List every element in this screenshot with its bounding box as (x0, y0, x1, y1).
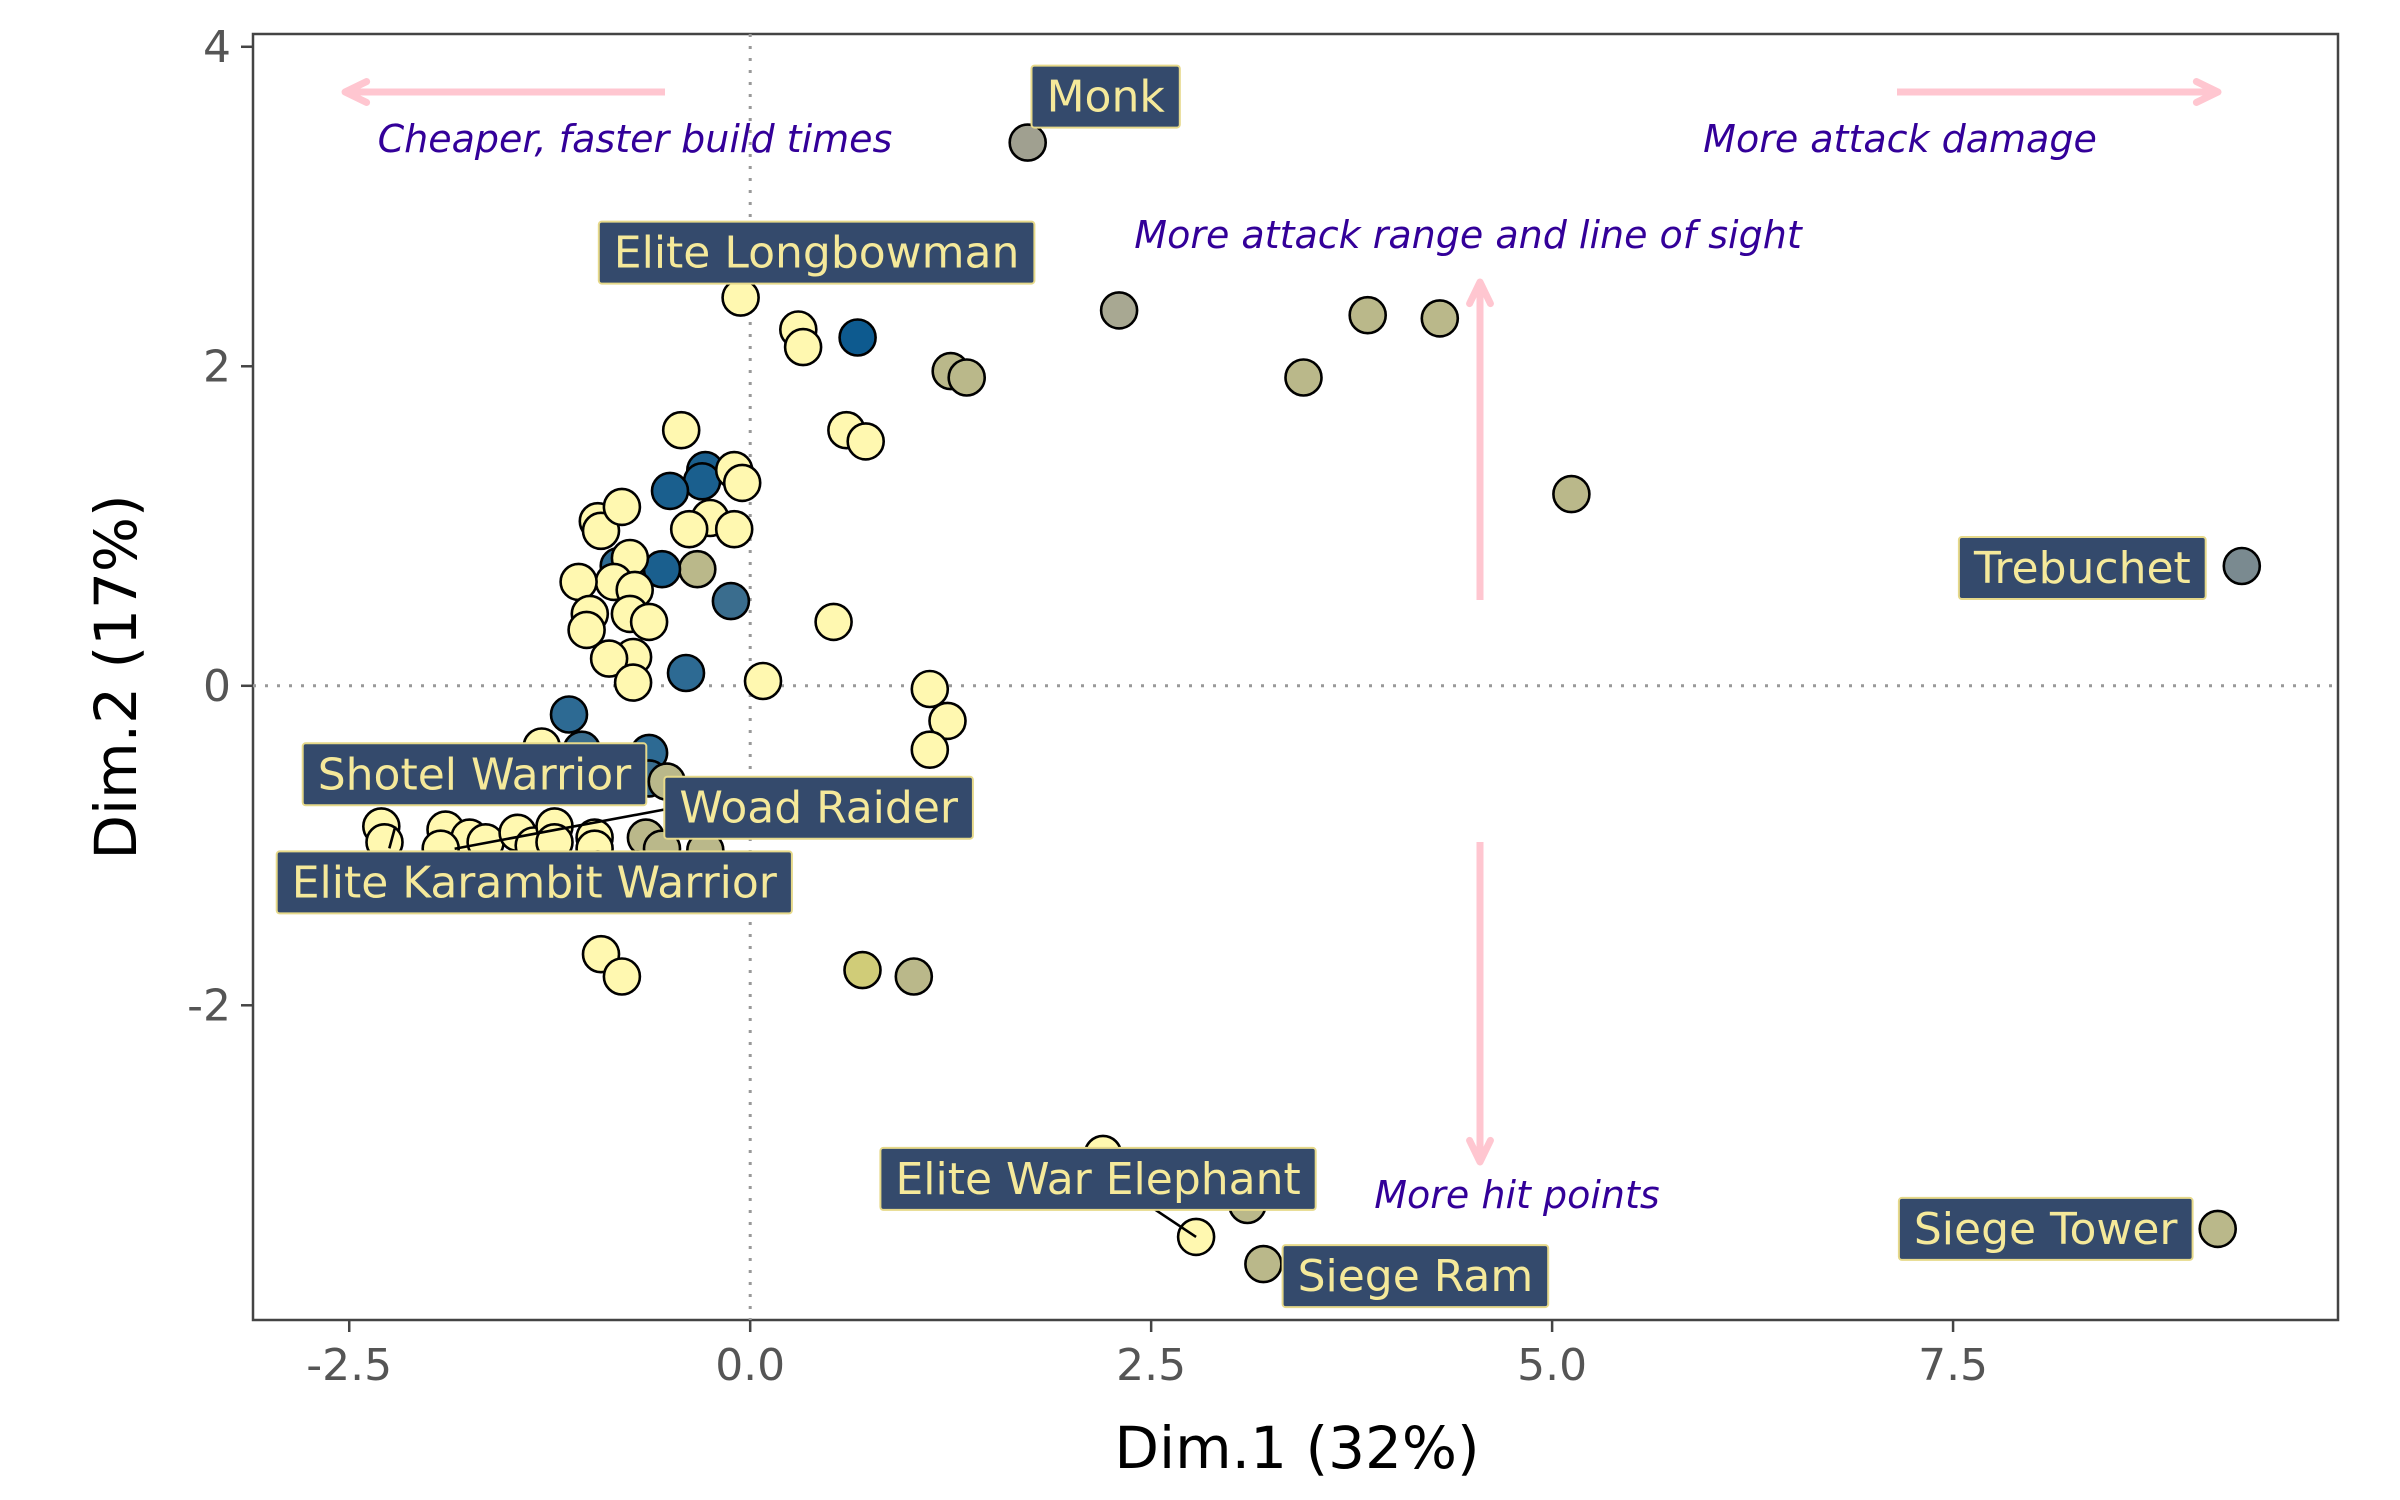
x-tick-label: -2.5 (306, 1340, 392, 1391)
y-tick-label: 2 (203, 341, 231, 392)
data-point (743, 661, 783, 701)
label-leader-line (388, 826, 397, 849)
data-point (1284, 358, 1323, 397)
point-label-box (301, 742, 648, 807)
annotation-more-attack-damage: More attack damage (1703, 117, 2097, 161)
point-label: Siege Tower (1897, 1196, 2194, 1261)
annotation-more-hit-points: More hit points (1374, 1173, 1659, 1217)
data-point (567, 610, 606, 650)
data-point (846, 422, 886, 461)
data-point (843, 950, 882, 990)
annotation-more-range: More attack range and line of sight (1134, 213, 1804, 257)
data-point (894, 957, 934, 996)
data-point (721, 278, 760, 317)
point-label: Shotel Warrior (301, 742, 648, 807)
y-tick-label: 4 (203, 22, 231, 73)
data-point (783, 327, 823, 367)
data-point (2222, 546, 2262, 586)
data-point (1244, 1244, 1283, 1284)
point-label-box (275, 850, 793, 915)
data-point (602, 487, 642, 527)
data-point (910, 669, 950, 709)
data-point (1008, 123, 1047, 162)
x-tick-label: 7.5 (1918, 1340, 1988, 1391)
arrow-up (1466, 278, 1494, 600)
point-label: Trebuchet (1957, 536, 2207, 600)
point-label: Elite Longbowman (597, 220, 1036, 285)
point-label-box (663, 775, 974, 840)
point-label-box (1957, 536, 2207, 600)
data-point (559, 562, 598, 602)
data-point (613, 663, 653, 702)
label-leader-line (1153, 1207, 1197, 1239)
data-point (838, 318, 877, 357)
data-point (1099, 291, 1139, 330)
label-leader-line (454, 804, 685, 851)
point-label: Monk (1030, 64, 1181, 129)
data-point (928, 701, 967, 741)
data-point (682, 461, 722, 501)
point-label-box (597, 220, 1036, 285)
data-point (549, 695, 589, 734)
data-point (666, 653, 706, 693)
data-point (677, 549, 717, 589)
data-point (711, 581, 751, 621)
point-label-text: Elite Longbowman (614, 228, 1020, 279)
point-label-text: Elite War Elephant (895, 1154, 1300, 1205)
x-tick-label: 5.0 (1517, 1340, 1587, 1391)
x-tick-label: 2.5 (1116, 1340, 1186, 1391)
data-point (814, 602, 853, 642)
data-point (661, 410, 701, 450)
data-point (947, 358, 987, 397)
point-label-text: Siege Ram (1298, 1251, 1534, 1302)
y-tick-label: 0 (203, 661, 231, 712)
arrow-left (341, 78, 665, 106)
arrow-down (1466, 842, 1494, 1166)
point-label-text: Woad Raider (679, 783, 959, 834)
y-axis-title: Dim.2 (17%) (82, 494, 150, 859)
point-label-box (1897, 1196, 2194, 1261)
data-point (714, 509, 754, 549)
point-label: Elite War Elephant (879, 1146, 1317, 1239)
point-label-text: Elite Karambit Warrior (292, 857, 778, 908)
point-label-text: Monk (1047, 72, 1166, 123)
data-point (910, 730, 950, 770)
point-label: Siege Ram (1281, 1244, 1550, 1309)
x-axis-title: Dim.1 (32%) (1114, 1414, 1479, 1482)
point-label: Woad Raider (454, 775, 974, 851)
data-point (722, 463, 762, 503)
data-point (629, 602, 669, 642)
data-point (2198, 1209, 2237, 1249)
data-point (650, 471, 690, 511)
data-point (1420, 299, 1460, 338)
point-label-box (1281, 1244, 1550, 1309)
point-label: Elite Karambit Warrior (275, 826, 793, 915)
x-tick-label: 0.0 (715, 1340, 785, 1391)
arrow-right (1897, 78, 2222, 106)
data-point (1176, 1217, 1216, 1257)
data-point (589, 639, 629, 678)
data-point (602, 957, 642, 996)
data-point (669, 509, 709, 549)
point-label-text: Shotel Warrior (318, 749, 632, 800)
point-label-text: Siege Tower (1914, 1204, 2179, 1255)
point-label-box (879, 1146, 1317, 1211)
point-label-text: Trebuchet (1973, 543, 2191, 594)
point-label-box (1030, 64, 1181, 129)
y-tick-label: -2 (187, 980, 231, 1031)
data-point (1348, 295, 1387, 335)
annotation-cheaper-faster: Cheaper, faster build times (378, 117, 893, 161)
data-point (1552, 474, 1591, 514)
